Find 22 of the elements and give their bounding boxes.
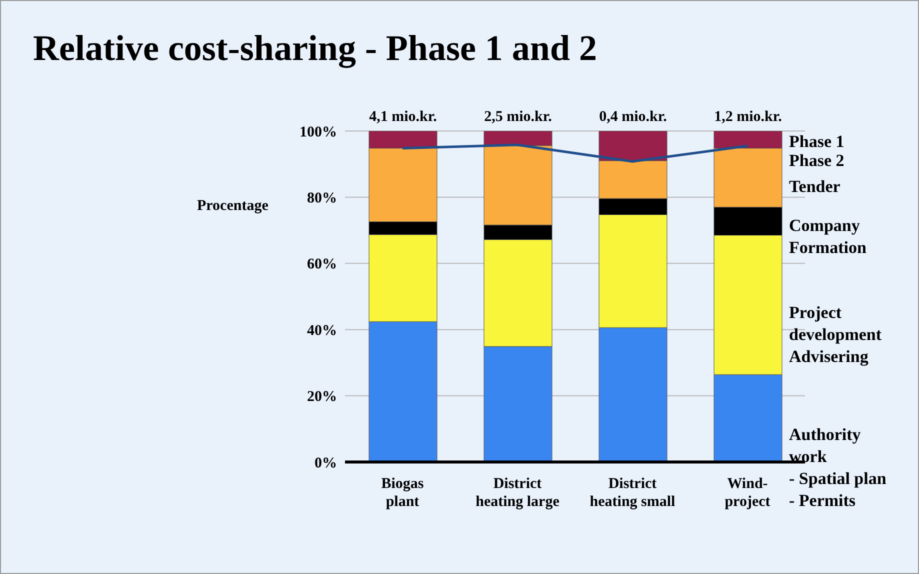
y-tick-label: 100% — [300, 124, 337, 140]
x-tick-label: District heating large — [476, 476, 560, 510]
line-series — [401, 144, 749, 163]
y-tick-label: 40% — [307, 322, 337, 339]
y-tick-label: 80% — [307, 190, 337, 207]
x-tick-label: District heating small — [590, 476, 676, 510]
y-tick-label: 0% — [314, 455, 337, 472]
annotation: 0,4 mio.kr. — [599, 109, 668, 125]
series-label: Company Formation — [789, 215, 866, 260]
annotation: 4,1 mio.kr. — [369, 109, 438, 125]
x-tick-label: Biogas plant — [381, 476, 424, 510]
series-label: Phase 1 — [789, 131, 844, 154]
x-tick-label: Wind- project — [724, 476, 770, 510]
annotation: Phase 2 — [789, 151, 844, 172]
y-tick-label: 60% — [307, 256, 337, 273]
series-label: Project development Advisering — [789, 302, 882, 368]
chart-title: Relative cost-sharing - Phase 1 and 2 — [33, 27, 597, 69]
series-label: Tender — [789, 176, 840, 198]
annotation: 2,5 mio.kr. — [484, 109, 552, 125]
y-tick-label: 20% — [307, 389, 337, 406]
annotation: 1,2 mio.kr. — [714, 109, 782, 125]
y-axis-title: Procentage — [197, 198, 268, 216]
